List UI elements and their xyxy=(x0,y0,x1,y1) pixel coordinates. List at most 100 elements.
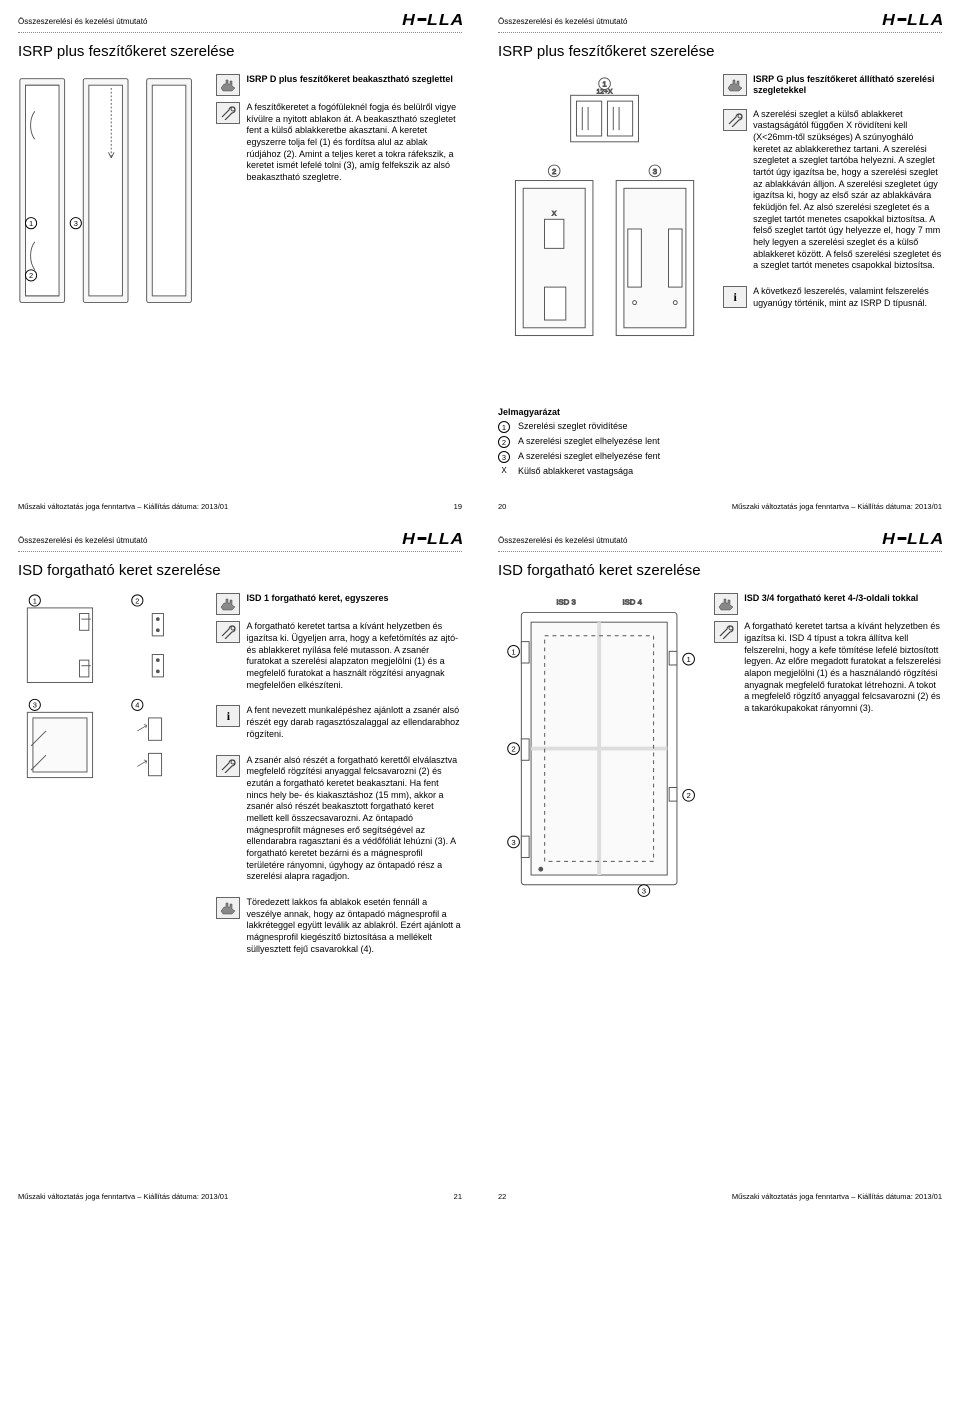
footer-text: Műszaki változtatás joga fenntartva – Ki… xyxy=(732,1192,942,1201)
page-title: ISD forgatható keret szerelése xyxy=(18,562,462,579)
body-text2: A következő leszerelés, valamint felszer… xyxy=(753,286,942,309)
page-number: 20 xyxy=(498,502,506,511)
content-columns: 1 2 3 ISRP D plus feszítőkeret beakaszth… xyxy=(18,74,462,316)
page-title: ISD forgatható keret szerelése xyxy=(498,562,942,579)
info-icon: i xyxy=(216,705,240,727)
page-number: 19 xyxy=(454,502,462,511)
wrench-icon xyxy=(723,109,747,131)
heading-row: ISRP G plus feszítőkeret állítható szere… xyxy=(723,74,942,103)
block-heading: ISRP D plus feszítőkeret beakasztható sz… xyxy=(246,74,452,85)
text-column: ISRP G plus feszítőkeret állítható szere… xyxy=(723,74,942,479)
diagram-column: 1 2 3 4 xyxy=(18,593,204,969)
content-columns: 1 12+X xyxy=(498,74,942,479)
diagram-isd34: ISD 3 ISD 4 xyxy=(498,593,702,904)
body-row: A szerelési szeglet a külső ablakkeret v… xyxy=(723,109,942,281)
svg-text:3: 3 xyxy=(33,701,37,710)
hand-icon xyxy=(714,593,738,615)
label-isd3: ISD 3 xyxy=(556,598,575,607)
legend-num: 1 xyxy=(498,421,510,433)
spread-top: Összeszerelési és kezelési útmutató HLLA… xyxy=(0,0,960,519)
brand-logo: HLLA xyxy=(402,531,464,549)
legend-text: A szerelési szeglet elhelyezése fent xyxy=(518,451,660,461)
svg-text:1: 1 xyxy=(29,219,33,228)
diagram-isd1: 1 2 3 4 xyxy=(18,593,204,798)
content-columns: 1 2 3 4 ISD 1 forgatható keret, egyszere… xyxy=(18,593,462,969)
diagram-column: ISD 3 ISD 4 xyxy=(498,593,702,904)
doc-header-text: Összeszerelési és kezelési útmutató xyxy=(498,17,627,26)
footer-text: Műszaki változtatás joga fenntartva – Ki… xyxy=(732,502,942,511)
svg-text:4: 4 xyxy=(135,701,139,710)
block-heading: ISRP G plus feszítőkeret állítható szere… xyxy=(753,74,942,97)
diagram-column: 1 12+X xyxy=(498,74,711,479)
page-21: Összeszerelési és kezelési útmutató HLLA… xyxy=(0,519,480,1209)
page-footer: Műszaki változtatás joga fenntartva – Ki… xyxy=(18,1192,462,1201)
page-19: Összeszerelési és kezelési útmutató HLLA… xyxy=(0,0,480,519)
text-column: ISRP D plus feszítőkeret beakasztható sz… xyxy=(216,74,462,316)
heading-row: ISD 3/4 forgatható keret 4-/3-oldali tok… xyxy=(714,593,942,615)
diagram-isrp-d: 1 2 3 xyxy=(18,74,204,316)
legend-num: 3 xyxy=(498,451,510,463)
svg-text:3: 3 xyxy=(511,838,515,847)
info-row: i A következő leszerelés, valamint felsz… xyxy=(723,286,942,317)
svg-text:1: 1 xyxy=(686,655,690,664)
text-column: ISD 1 forgatható keret, egyszeres A forg… xyxy=(216,593,462,969)
svg-text:2: 2 xyxy=(135,597,139,606)
body-text3: A zsanér alsó részét a forgatható kerett… xyxy=(246,755,462,884)
body-text1: A forgatható keretet tartsa a kívánt hel… xyxy=(246,621,462,691)
body-row-2: i A fent nevezett munkalépéshez ajánlott… xyxy=(216,705,462,748)
wrench-icon xyxy=(216,102,240,124)
legend-text: Külső ablakkeret vastagsága xyxy=(518,466,633,476)
page-header: Összeszerelési és kezelési útmutató HLLA xyxy=(498,12,942,33)
content-columns: ISD 3 ISD 4 xyxy=(498,593,942,904)
svg-text:2: 2 xyxy=(29,271,33,280)
info-icon: i xyxy=(723,286,747,308)
brand-logo: HLLA xyxy=(882,12,944,30)
heading-row: ISRP D plus feszítőkeret beakasztható sz… xyxy=(216,74,462,96)
wrench-icon xyxy=(216,755,240,777)
legend-row: 1 Szerelési szeglet rövidítése xyxy=(498,421,711,433)
legend-row: 2 A szerelési szeglet elhelyezése lent xyxy=(498,436,711,448)
legend-text: Szerelési szeglet rövidítése xyxy=(518,421,628,431)
body-row-1: A forgatható keretet tartsa a kívánt hel… xyxy=(216,621,462,699)
body-text2: A fent nevezett munkalépéshez ajánlott a… xyxy=(246,705,462,740)
brand-logo: HLLA xyxy=(882,531,944,549)
spread-bottom: Összeszerelési és kezelési útmutató HLLA… xyxy=(0,519,960,1209)
page-header: Összeszerelési és kezelési útmutató HLLA xyxy=(18,12,462,33)
page-header: Összeszerelési és kezelési útmutató HLLA xyxy=(498,531,942,552)
label-x: X xyxy=(552,210,557,217)
body-row-4: Töredezett lakkos fa ablakok esetén fenn… xyxy=(216,897,462,963)
hand-icon xyxy=(723,74,747,96)
block-heading: ISD 3/4 forgatható keret 4-/3-oldali tok… xyxy=(744,593,918,604)
label-isd4: ISD 4 xyxy=(622,598,642,607)
doc-header-text: Összeszerelési és kezelési útmutató xyxy=(18,536,147,545)
svg-text:3: 3 xyxy=(74,219,78,228)
legend-row: 3 A szerelési szeglet elhelyezése fent xyxy=(498,451,711,463)
page-22: Összeszerelési és kezelési útmutató HLLA… xyxy=(480,519,960,1209)
page-footer: 20 Műszaki változtatás joga fenntartva –… xyxy=(498,502,942,511)
body-text: A szerelési szeglet a külső ablakkeret v… xyxy=(753,109,942,273)
legend-num: X xyxy=(498,466,510,475)
page-title: ISRP plus feszítőkeret szerelése xyxy=(498,43,942,60)
block-heading: ISD 1 forgatható keret, egyszeres xyxy=(246,593,388,604)
svg-text:2: 2 xyxy=(552,167,556,176)
heading-row: ISD 1 forgatható keret, egyszeres xyxy=(216,593,462,615)
text-column: ISD 3/4 forgatható keret 4-/3-oldali tok… xyxy=(714,593,942,904)
svg-text:3: 3 xyxy=(653,167,657,176)
body-text4: Töredezett lakkos fa ablakok esetén fenn… xyxy=(246,897,462,955)
body-row: A feszítőkeretet a fogófüleknél fogja és… xyxy=(216,102,462,192)
hand-icon xyxy=(216,593,240,615)
page-footer: 22 Műszaki változtatás joga fenntartva –… xyxy=(498,1192,942,1201)
legend-title: Jelmagyarázat xyxy=(498,407,711,417)
brand-logo: HLLA xyxy=(402,12,464,30)
footer-text: Műszaki változtatás joga fenntartva – Ki… xyxy=(18,502,228,511)
legend-num: 2 xyxy=(498,436,510,448)
footer-text: Műszaki változtatás joga fenntartva – Ki… xyxy=(18,1192,228,1201)
hand-icon xyxy=(216,897,240,919)
doc-header-text: Összeszerelési és kezelési útmutató xyxy=(498,536,627,545)
diagram-isrp-g: 1 12+X xyxy=(498,74,711,403)
doc-header-text: Összeszerelési és kezelési útmutató xyxy=(18,17,147,26)
svg-text:2: 2 xyxy=(511,745,515,754)
page-title: ISRP plus feszítőkeret szerelése xyxy=(18,43,462,60)
legend-text: A szerelési szeglet elhelyezése lent xyxy=(518,436,660,446)
page-number: 21 xyxy=(454,1192,462,1201)
